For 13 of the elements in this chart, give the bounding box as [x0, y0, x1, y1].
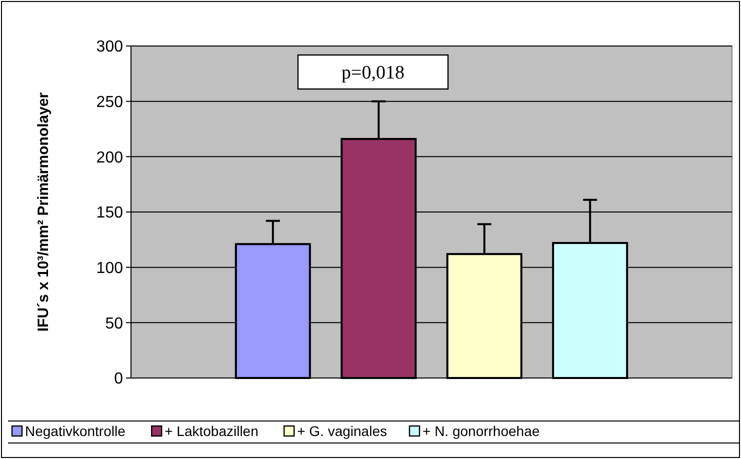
legend-label: + Laktobazillen: [164, 423, 258, 439]
y-tick-label: 50: [105, 315, 124, 332]
legend-label: Negativkontrolle: [25, 423, 126, 439]
y-tick-label: 300: [96, 38, 124, 56]
y-axis-title: IFU´s x 10³/mm² Primärmonolayer: [35, 92, 52, 332]
annotation: p=0,018: [342, 62, 404, 84]
y-tick-label: 0: [114, 370, 124, 388]
y-tick-label: 150: [96, 204, 124, 222]
y-tick-label: 200: [96, 149, 124, 166]
legend-label: + G. vaginales: [297, 423, 387, 439]
y-tick-label: 100: [96, 260, 124, 277]
legend-label: + N. gonorrhoehae: [422, 423, 540, 439]
y-tick-label: 250: [96, 94, 124, 111]
